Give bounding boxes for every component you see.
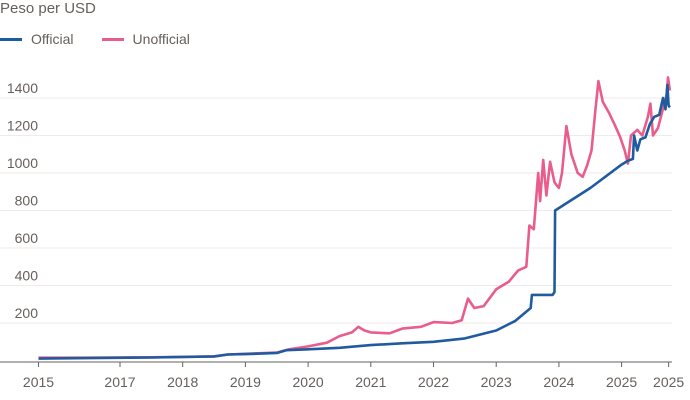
x-tick-label: 2025 (606, 374, 637, 390)
y-tick-label: 400 (15, 268, 39, 284)
y-tick-label: 200 (15, 305, 39, 321)
x-tick-label: 2021 (355, 374, 386, 390)
legend-swatch-official (0, 37, 22, 41)
x-tick-label: 2022 (418, 374, 449, 390)
legend-item-official: Official (0, 31, 74, 47)
x-tick-label: 2019 (230, 374, 261, 390)
x-tick-label: 2023 (481, 374, 512, 390)
y-tick-label: 1200 (7, 118, 38, 134)
legend-item-unofficial: Unofficial (101, 31, 190, 47)
chart-title: Peso per USD (0, 0, 96, 17)
y-tick-label: 1400 (7, 80, 38, 96)
x-tick-label: 2024 (543, 374, 574, 390)
series-line-unofficial (38, 76, 672, 360)
legend-label: Official (31, 31, 74, 47)
x-tick-label: 2018 (167, 374, 198, 390)
legend: Official Unofficial (0, 31, 190, 47)
y-tick-label: 600 (15, 230, 39, 246)
x-tick-label: 2017 (104, 374, 135, 390)
y-tick-label: 1000 (7, 155, 38, 171)
legend-label: Unofficial (132, 31, 190, 47)
y-tick-label: 800 (15, 193, 39, 209)
x-tick-label: 2020 (293, 374, 324, 390)
series-line-official (38, 83, 671, 360)
legend-swatch-unofficial (101, 37, 124, 41)
x-tick-label: 2025 (653, 374, 684, 390)
x-tick-label: 2015 (23, 374, 54, 390)
